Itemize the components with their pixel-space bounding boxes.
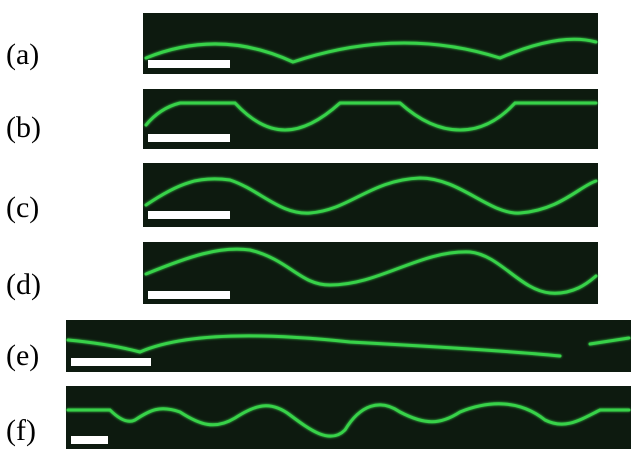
scale-bar [148,291,230,299]
filament [144,247,598,295]
panel-d: (d) [6,242,598,304]
panel-a: (a) [6,13,598,74]
panel-label: (d) [6,268,41,301]
micrograph [66,386,631,449]
scale-bar [71,436,108,444]
filament [144,37,598,64]
panel-label: (a) [6,38,39,71]
filament [66,334,631,358]
panel-label: (e) [6,339,39,372]
filament [144,176,598,215]
filament [144,101,598,132]
filament [66,402,631,438]
panel-e: (e) [6,320,631,372]
scale-bar [148,211,230,219]
panel-b: (b) [6,89,598,149]
panel-c: (c) [6,163,598,227]
scale-bar [71,358,151,366]
panel-label: (f) [6,414,36,447]
scale-bar [148,60,230,68]
panel-label: (c) [6,191,39,224]
scale-bar [148,134,230,142]
panel-label: (b) [6,111,41,144]
panel-f: (f) [6,386,631,449]
